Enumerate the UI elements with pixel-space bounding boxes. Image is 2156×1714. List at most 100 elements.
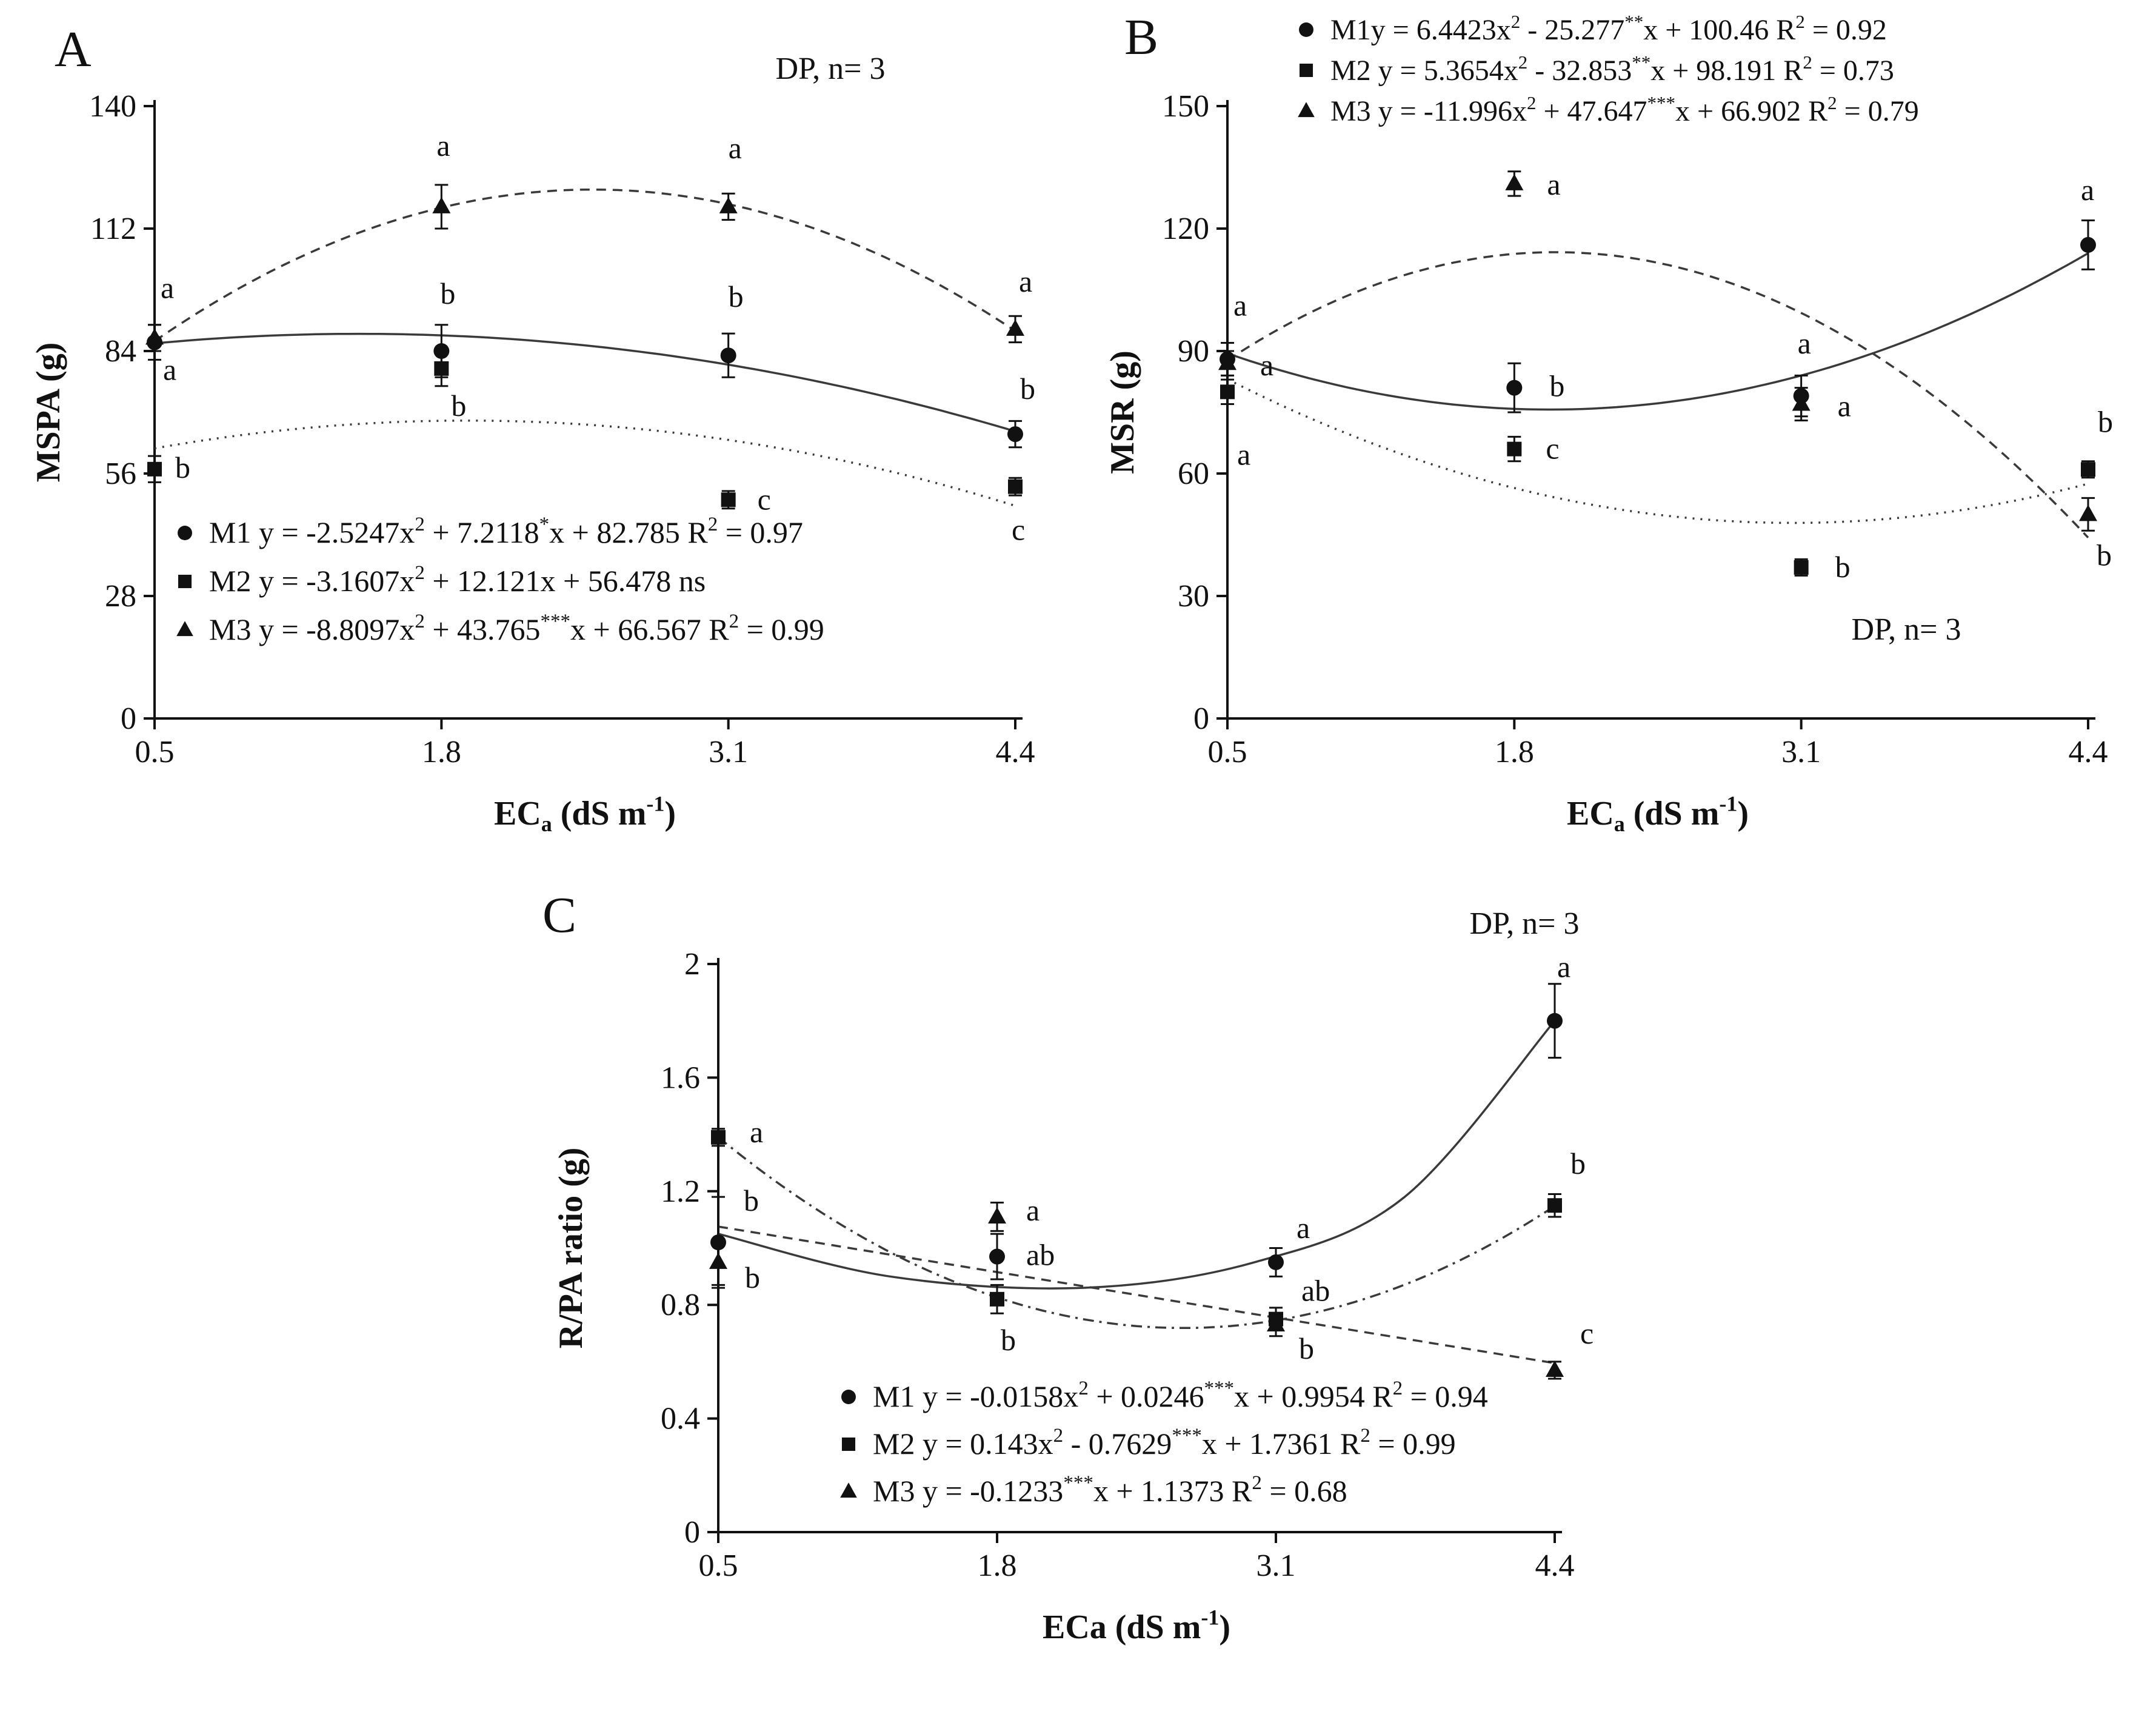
fit-curve-m3 — [718, 1225, 1555, 1365]
y-tick-label: 140 — [89, 89, 136, 124]
sample-size-annotation: DP, n= 3 — [1469, 906, 1579, 941]
circle-marker-icon — [2080, 236, 2096, 253]
significance-letter: a — [1019, 264, 1032, 298]
y-tick-label: 0.8 — [661, 1288, 700, 1322]
significance-letter: b — [1549, 369, 1564, 403]
significance-letter: b — [1001, 1323, 1016, 1357]
y-tick-label: 0 — [121, 701, 136, 736]
x-tick-label: 3.1 — [1257, 1548, 1296, 1583]
x-tick-label: 1.8 — [1495, 735, 1534, 769]
legend-equation-m3: M3 y = -0.1233***x + 1.1373 R2 = 0.68 — [873, 1472, 1347, 1508]
significance-letter: c — [1012, 513, 1025, 547]
triangle-marker-icon — [1298, 102, 1315, 118]
x-tick-label: 1.8 — [978, 1548, 1017, 1583]
significance-letter: b — [451, 389, 466, 423]
legend-equation-m1: M1y = 6.4423x2 - 25.277**x + 100.46 R2 =… — [1330, 11, 1887, 46]
square-marker-icon — [1794, 560, 1809, 575]
square-marker-icon — [1547, 1198, 1562, 1213]
square-marker-icon — [434, 361, 449, 376]
x-axis-title: ECa (dS m-1) — [494, 792, 676, 837]
y-tick-label: 28 — [105, 579, 136, 614]
significance-letter: a — [1798, 326, 1811, 360]
triangle-marker-icon — [1792, 394, 1811, 411]
significance-letter: b — [1835, 550, 1851, 584]
square-marker-icon — [1008, 479, 1023, 494]
significance-letter: c — [1546, 432, 1559, 466]
triangle-marker-icon — [1218, 353, 1237, 370]
significance-letter: a — [729, 131, 742, 165]
significance-letter: c — [1580, 1316, 1594, 1350]
fit-curve-m3 — [154, 188, 1016, 343]
square-marker-icon — [2081, 462, 2095, 477]
significance-letter: c — [758, 482, 771, 516]
significance-letter: a — [1297, 1211, 1310, 1245]
fit-curve-m1 — [718, 1020, 1556, 1290]
legend-equation-m3: M3 y = -11.996x2 + 47.647***x + 66.902 R… — [1330, 92, 1919, 127]
y-tick-label: 1.6 — [661, 1060, 700, 1095]
significance-letter: b — [2097, 538, 2112, 572]
legend-equation-m2: M2 y = -3.1607x2 + 12.121x + 56.478 ns — [209, 562, 706, 598]
circle-marker-icon — [178, 526, 192, 540]
significance-letter: a — [1557, 950, 1570, 984]
significance-letter: b — [729, 280, 744, 313]
y-tick-label: 30 — [1178, 579, 1209, 614]
square-marker-icon — [178, 574, 192, 589]
triangle-marker-icon — [988, 1207, 1006, 1224]
circle-marker-icon — [1007, 426, 1023, 443]
chart-b-canvas: 0 30 60 90 120 150 0.5 1.8 3.1 4.4 ECa (dS m-1) MSR… — [1104, 11, 2113, 837]
significance-letter: a — [1233, 288, 1247, 322]
y-tick-label: 0.4 — [661, 1402, 700, 1436]
significance-letter: b — [175, 450, 190, 484]
sample-size-annotation: DP, n= 3 — [775, 52, 885, 86]
y-tick-label: 1.2 — [661, 1174, 700, 1209]
significance-letter: ab — [1301, 1274, 1330, 1308]
circle-marker-icon — [1506, 380, 1523, 396]
x-axis-title: ECa (dS m-1) — [1567, 792, 1749, 837]
triangle-marker-icon — [709, 1252, 727, 1269]
fit-curve-m3 — [1227, 251, 2089, 538]
significance-letter: a — [1838, 389, 1851, 423]
fit-curve-m1 — [1227, 252, 2089, 411]
y-axis-title: R/PA ratio (g) — [552, 1148, 590, 1349]
significance-letter: a — [750, 1115, 763, 1149]
significance-letter: a — [1237, 437, 1250, 471]
y-tick-label: 84 — [105, 334, 136, 369]
x-tick-label: 4.4 — [2069, 735, 2108, 769]
sample-size-annotation: DP, n= 3 — [1851, 612, 1961, 647]
legend-equation-m1: M1 y = -0.0158x2 + 0.0246***x + 0.9954 R… — [873, 1378, 1488, 1413]
legend-equation-m1: M1 y = -2.5247x2 + 7.2118*x + 82.785 R2 … — [209, 514, 803, 549]
square-marker-icon — [1299, 63, 1313, 78]
fit-curve-m2 — [154, 419, 1016, 507]
circle-marker-icon — [1299, 22, 1313, 37]
legend-equation-m2: M2 y = 0.143x2 - 0.7629***x + 1.7361 R2 … — [873, 1425, 1456, 1461]
y-tick-label: 0 — [1193, 701, 1209, 736]
circle-marker-icon — [1268, 1254, 1284, 1270]
square-marker-icon — [1507, 441, 1522, 457]
y-axis-title: MSR (g) — [1104, 350, 1141, 474]
significance-letter: a — [161, 270, 174, 304]
y-tick-label: 112 — [90, 212, 136, 246]
square-marker-icon — [990, 1291, 1004, 1307]
panel-label-c: C — [542, 887, 577, 943]
triangle-marker-icon — [145, 328, 164, 345]
fit-curve-m2 — [1227, 378, 2089, 524]
triangle-marker-icon — [1267, 1314, 1285, 1331]
significance-letter: ab — [1026, 1238, 1055, 1272]
y-tick-label: 56 — [105, 457, 136, 491]
triangle-marker-icon — [176, 621, 193, 637]
significance-letter: b — [2098, 404, 2113, 438]
significance-letter: b — [440, 276, 455, 310]
significance-letter: a — [436, 129, 450, 162]
chart-a-canvas: 0 28 56 84 112 140 0.5 1.8 3.1 4.4 ECa (dS m-1) MSP… — [30, 52, 1035, 837]
triangle-marker-icon — [1505, 173, 1524, 190]
x-tick-label: 0.5 — [1208, 735, 1247, 769]
x-axis-title: ECa (dS m-1) — [1043, 1605, 1230, 1646]
square-marker-icon — [147, 461, 162, 477]
chart-c-canvas: 0 0.4 0.8 1.2 1.6 2 0.5 1.8 3.1 4.4 ECa (dS m-1) R/… — [552, 906, 1594, 1646]
significance-letter: a — [1547, 167, 1560, 201]
significance-letter: b — [1299, 1331, 1314, 1365]
panel-label-a: A — [55, 21, 92, 78]
circle-marker-icon — [1547, 1013, 1563, 1029]
triangle-marker-icon — [719, 196, 738, 213]
significance-letter: a — [163, 353, 176, 387]
